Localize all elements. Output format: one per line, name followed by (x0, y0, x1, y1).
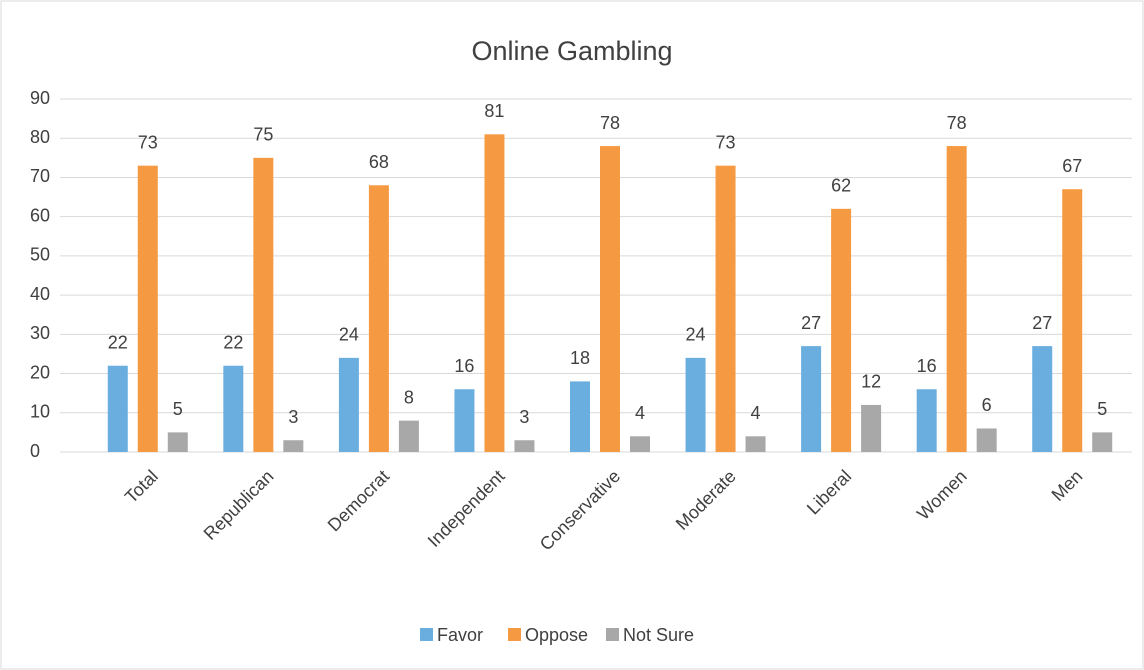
data-label: 3 (288, 407, 298, 427)
data-label: 75 (253, 125, 273, 145)
y-tick-label: 50 (30, 245, 50, 265)
bar (1062, 189, 1083, 452)
y-tick-label: 80 (30, 127, 50, 147)
data-label: 81 (484, 101, 504, 121)
bar (484, 134, 505, 453)
data-label: 73 (138, 132, 158, 152)
data-label: 4 (635, 403, 645, 423)
bar (685, 357, 706, 452)
bar (831, 208, 852, 452)
y-tick-label: 40 (30, 284, 50, 304)
data-label: 3 (519, 407, 529, 427)
bar (338, 357, 359, 452)
bar (253, 157, 274, 453)
data-label: 24 (339, 325, 359, 345)
bar (137, 165, 158, 452)
data-label: 4 (751, 403, 761, 423)
bar (570, 381, 590, 452)
bar (1032, 346, 1053, 452)
data-label: 5 (173, 399, 183, 419)
bar (715, 165, 736, 452)
legend-swatch (606, 628, 619, 641)
y-tick-label: 20 (30, 362, 50, 382)
y-tick-label: 0 (30, 441, 40, 461)
bar (223, 365, 244, 452)
data-label: 78 (947, 113, 967, 133)
bar (946, 146, 967, 453)
y-tick-label: 90 (30, 88, 50, 108)
bar (167, 432, 188, 452)
data-label: 5 (1097, 399, 1107, 419)
bar (630, 436, 650, 452)
bar (514, 440, 535, 452)
data-label: 22 (108, 332, 128, 352)
bar (916, 389, 937, 452)
bar (1092, 432, 1113, 452)
legend-label: Favor (437, 625, 483, 645)
bar (861, 404, 882, 452)
y-tick-label: 10 (30, 402, 50, 422)
data-label: 24 (686, 325, 706, 345)
data-label: 16 (454, 356, 474, 376)
data-label: 68 (369, 152, 389, 172)
data-label: 16 (917, 356, 937, 376)
bar (107, 365, 128, 452)
data-label: 6 (982, 395, 992, 415)
bar (801, 346, 822, 452)
bar (398, 420, 419, 452)
data-label: 73 (716, 132, 736, 152)
data-label: 67 (1062, 156, 1082, 176)
bar (283, 440, 304, 452)
data-label: 27 (801, 313, 821, 333)
data-label: 18 (570, 348, 590, 368)
data-label: 62 (831, 176, 851, 196)
data-label: 12 (861, 372, 881, 392)
y-tick-label: 70 (30, 166, 50, 186)
bar (368, 185, 389, 453)
data-label: 27 (1032, 313, 1052, 333)
y-tick-label: 60 (30, 205, 50, 225)
y-tick-label: 30 (30, 323, 50, 343)
legend-swatch (508, 628, 521, 641)
bar (976, 428, 997, 452)
legend-label: Not Sure (623, 625, 694, 645)
legend-swatch (420, 628, 433, 641)
chart-title: Online Gambling (471, 36, 672, 66)
legend-label: Oppose (525, 625, 588, 645)
bar (745, 436, 766, 452)
data-label: 8 (404, 387, 414, 407)
data-label: 78 (600, 113, 620, 133)
bar (600, 146, 620, 453)
data-label: 22 (223, 332, 243, 352)
bar (454, 389, 475, 452)
